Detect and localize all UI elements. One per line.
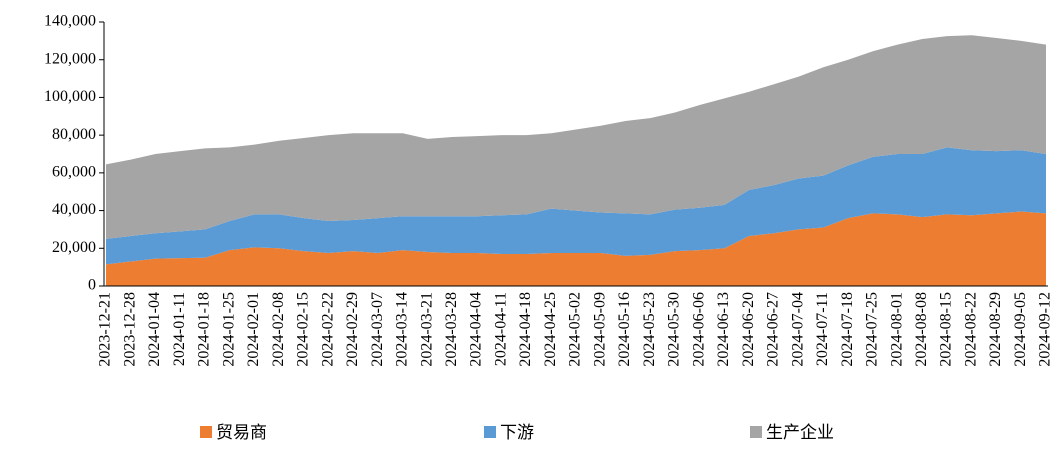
y-tick-label: 60,000: [52, 164, 96, 181]
x-tick-label: 2024-06-06: [690, 292, 707, 367]
x-tick-label: 2024-04-18: [517, 292, 534, 367]
y-tick-label: 120,000: [44, 50, 96, 67]
x-tick-label: 2024-06-13: [715, 292, 732, 367]
y-tick-label: 20,000: [52, 239, 96, 256]
x-tick-label: 2024-08-01: [888, 292, 905, 367]
x-tick-label: 2024-08-15: [938, 292, 955, 367]
area: [106, 35, 1046, 239]
y-tick-label: 80,000: [52, 126, 96, 143]
legend-label: 贸易商: [216, 423, 267, 443]
x-tick-label: 2024-07-18: [839, 292, 856, 367]
x-tick-label: 2024-05-23: [641, 292, 658, 367]
x-tick-label: 2024-09-12: [1037, 292, 1054, 367]
legend-label: 下游: [500, 423, 534, 443]
area: [106, 211, 1046, 286]
x-tick-label: 2024-04-11: [492, 292, 509, 366]
x-tick-label: 2024-03-07: [369, 292, 386, 367]
x-tick-label: 2024-04-25: [542, 292, 559, 367]
x-tick-label: 2024-02-29: [344, 292, 361, 367]
legend-swatch: [484, 426, 496, 438]
x-tick-label: 2023-12-28: [121, 292, 138, 367]
x-tick-label: 2024-05-30: [666, 292, 683, 367]
y-tick-label: 0: [88, 277, 96, 294]
x-tick-label: 2024-07-11: [814, 292, 831, 366]
x-tick-label: 2024-03-21: [418, 292, 435, 367]
x-tick-label: 2024-08-29: [987, 292, 1004, 367]
y-tick-label: 100,000: [44, 88, 96, 105]
legend-swatch: [200, 426, 212, 438]
x-tick-label: 2024-07-25: [864, 292, 881, 367]
x-tick-label: 2024-02-08: [270, 292, 287, 367]
x-tick-label: 2024-05-16: [616, 292, 633, 367]
x-tick-label: 2024-01-04: [146, 292, 163, 367]
y-tick-label: 40,000: [52, 201, 96, 218]
x-tick-label: 2024-01-18: [196, 292, 213, 367]
area: [106, 147, 1046, 265]
x-tick-label: 2024-02-01: [245, 292, 262, 367]
x-tick-label: 2024-05-09: [591, 292, 608, 367]
x-tick-label: 2024-03-14: [394, 292, 411, 367]
x-tick-label: 2024-07-04: [789, 292, 806, 367]
x-tick-label: 2024-01-25: [220, 292, 237, 367]
x-tick-label: 2024-06-27: [765, 292, 782, 367]
x-tick-label: 2024-02-22: [319, 292, 336, 367]
x-tick-label: 2024-03-28: [443, 292, 460, 367]
legend: 贸易商 下游 生产企业: [200, 423, 834, 443]
x-tick-label: 2024-01-11: [171, 292, 188, 366]
x-tick-label: 2024-09-05: [1012, 292, 1029, 367]
legend-label: 生产企业: [766, 423, 834, 443]
x-tick-label: 2024-05-02: [567, 292, 584, 367]
legend-swatch: [750, 426, 762, 438]
x-tick-label: 2024-08-22: [962, 292, 979, 367]
x-tick-label: 2024-04-04: [468, 292, 485, 367]
x-tick-label: 2024-08-08: [913, 292, 930, 367]
y-tick-label: 140,000: [44, 13, 96, 30]
x-tick-label: 2023-12-21: [97, 292, 114, 367]
x-tick-label: 2024-06-20: [740, 292, 757, 367]
x-tick-label: 2024-02-15: [295, 292, 312, 367]
